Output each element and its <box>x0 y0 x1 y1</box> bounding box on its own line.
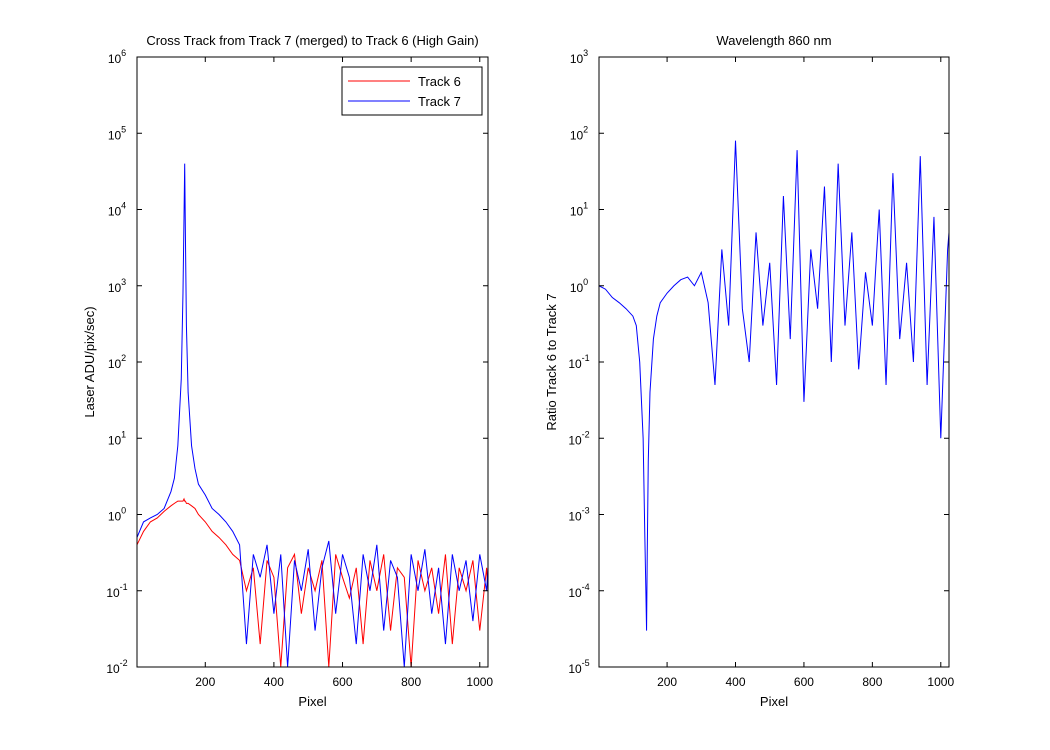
y-tick-label: 10-3 <box>568 506 589 524</box>
x-tick-label: 400 <box>264 675 284 689</box>
y-tick-label: 103 <box>570 48 588 66</box>
x-tick-label: 200 <box>657 675 677 689</box>
x-tick-label: 800 <box>401 675 421 689</box>
chart-title: Cross Track from Track 7 (merged) to Tra… <box>146 33 478 48</box>
y-tick-label: 10-2 <box>106 658 127 676</box>
legend-box <box>341 66 483 116</box>
y-tick-label: 10-1 <box>106 582 127 600</box>
y-tick-label: 104 <box>108 201 126 219</box>
legend-label: Track 6 <box>418 74 461 89</box>
data-line <box>599 140 949 631</box>
y-tick-label: 101 <box>108 429 126 447</box>
data-line <box>137 497 488 667</box>
plot-lines <box>599 140 949 631</box>
y-tick-label: 105 <box>108 124 126 142</box>
x-tick-label: 400 <box>725 675 745 689</box>
y-axis-label: Laser ADU/pix/sec) <box>82 306 97 417</box>
x-tick-label: 1000 <box>927 675 954 689</box>
plot-lines <box>137 163 488 667</box>
y-tick-label: 106 <box>108 48 126 66</box>
x-tick-label: 200 <box>195 675 215 689</box>
y-tick-label: 10-5 <box>568 658 589 676</box>
y-tick-label: 102 <box>108 353 126 371</box>
y-axis-label: Ratio Track 6 to Track 7 <box>544 293 559 430</box>
y-tick-label: 10-1 <box>568 353 589 371</box>
y-tick-label: 10-4 <box>568 582 589 600</box>
y-tick-label: 103 <box>108 277 126 295</box>
data-line <box>137 163 488 667</box>
y-tick-label: 102 <box>570 124 588 142</box>
x-tick-label: 1000 <box>466 675 493 689</box>
y-tick-label: 101 <box>570 201 588 219</box>
legend-label: Track 7 <box>418 94 461 109</box>
x-axis-label: Pixel <box>298 694 326 709</box>
chart-title: Wavelength 860 nm <box>716 33 831 48</box>
y-tick-label: 100 <box>108 506 126 524</box>
x-tick-label: 800 <box>862 675 882 689</box>
plot-area <box>137 57 488 667</box>
y-tick-label: 100 <box>570 277 588 295</box>
x-axis-label: Pixel <box>760 694 788 709</box>
plot-area <box>599 57 949 667</box>
x-tick-label: 600 <box>794 675 814 689</box>
x-tick-label: 600 <box>333 675 353 689</box>
y-tick-label: 10-2 <box>568 429 589 447</box>
